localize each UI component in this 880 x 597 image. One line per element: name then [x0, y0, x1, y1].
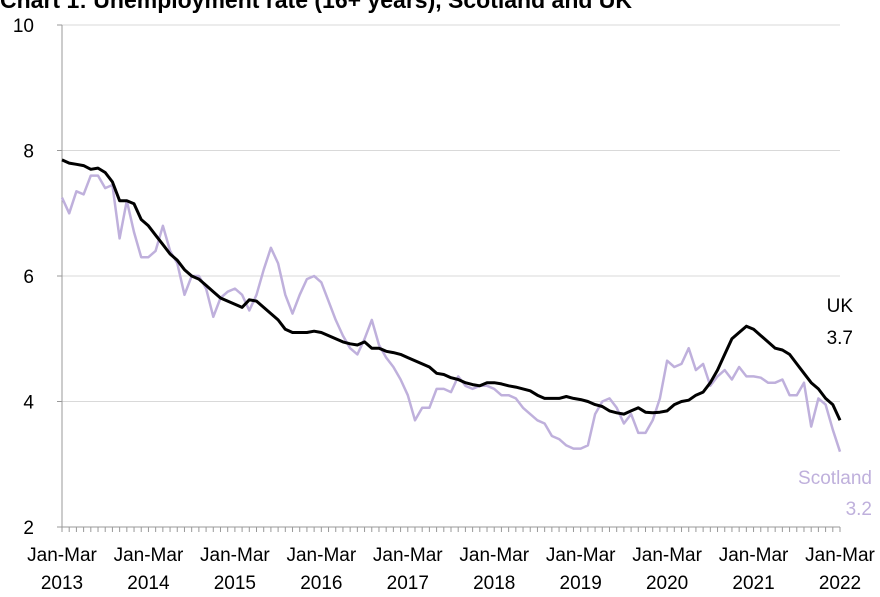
x-tick-label: Jan-Mar 2013: [27, 545, 97, 594]
x-tick-label: Jan-Mar 2015: [200, 545, 270, 594]
x-tick-label: Jan-Mar 2018: [459, 545, 529, 594]
end-value-label: 3.2: [846, 499, 872, 520]
series-label: Scotland: [798, 468, 872, 489]
x-tick-label: Jan-Mar 2014: [114, 545, 184, 594]
line-series: [61, 158, 842, 421]
x-tick-label: Jan-Mar 2017: [373, 545, 443, 594]
y-tick-label: 8: [23, 142, 34, 163]
x-tick-label: Jan-Mar 2021: [719, 545, 789, 594]
y-tick-label: 2: [23, 518, 34, 539]
line-series: [60, 174, 842, 453]
y-tick-label: 10: [13, 16, 34, 37]
y-tick-label: 4: [23, 393, 34, 414]
series-label: UK: [827, 296, 854, 317]
x-tick-label: Jan-Mar 2016: [286, 545, 356, 594]
y-tick-label: 6: [23, 267, 34, 288]
end-value-label: 3.7: [827, 328, 853, 349]
chart-title: Chart 1: Unemployment rate (16+ years), …: [0, 0, 632, 13]
x-tick-label: Jan-Mar 2022: [805, 545, 875, 594]
x-tick-label: Jan-Mar 2019: [546, 545, 616, 594]
x-tick-label: Jan-Mar 2020: [632, 545, 702, 594]
